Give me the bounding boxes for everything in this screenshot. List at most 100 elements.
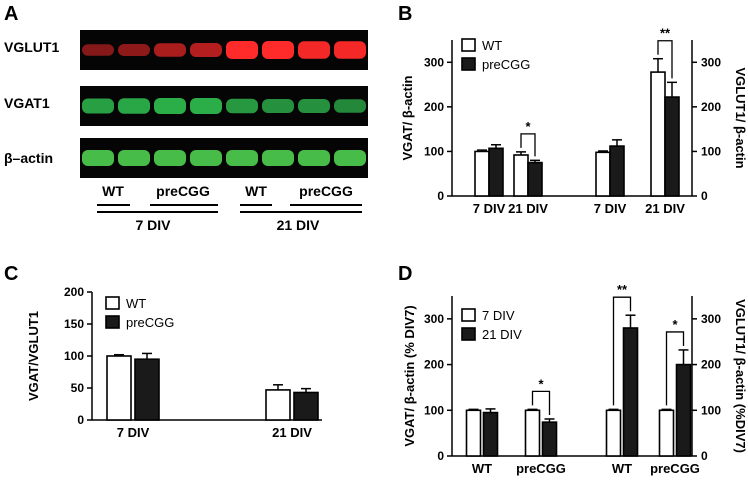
bar <box>675 363 692 457</box>
x-tick-label: 7 DIV <box>473 201 506 216</box>
blot-band <box>298 99 330 113</box>
y-tick-label: 200 <box>64 285 84 299</box>
x-tick-label: 21 DIV <box>645 201 685 216</box>
y2-tick-label: 0 <box>701 189 708 203</box>
significance-label: * <box>525 119 531 134</box>
blot-band <box>118 98 150 114</box>
blot-label-beta-actin: β–actin <box>4 150 53 166</box>
blot-band <box>226 150 258 166</box>
blot-band <box>82 98 114 114</box>
significance-bracket <box>612 296 632 406</box>
significance-bracket <box>520 133 536 157</box>
bar <box>622 327 639 457</box>
blot-label-vgat1: VGAT1 <box>4 95 50 111</box>
x-tick-label: 7 DIV <box>594 201 627 216</box>
significance-label: * <box>538 376 544 391</box>
blot-band <box>334 41 366 59</box>
y2-tick-label: 200 <box>701 358 721 372</box>
legend-swatch <box>105 315 120 329</box>
blot-band <box>334 150 366 166</box>
legend-swatch <box>461 308 476 322</box>
y-tick-label: 0 <box>437 449 444 463</box>
legend-label: preCGG <box>482 57 530 72</box>
panel-letter-a: A <box>4 3 18 25</box>
bar <box>609 145 625 197</box>
bar <box>474 150 490 197</box>
legend-label: preCGG <box>126 315 174 330</box>
legend-swatch <box>105 296 120 310</box>
group-label-7div: 7 DIV <box>135 217 171 233</box>
bar <box>524 409 541 457</box>
legend-label: 7 DIV <box>482 308 515 323</box>
chart-panel-b: 0 100 200 300 0 100 200 300 VGAT/ β-actin VGLUT1/… <box>400 26 748 216</box>
blot-band <box>298 150 330 166</box>
significance-bracket <box>665 331 685 406</box>
bar <box>134 358 160 421</box>
significance-label: ** <box>617 282 628 297</box>
y-axis-label: VGAT/ β-actin (% DIV7) <box>402 305 417 446</box>
y-tick-label: 100 <box>64 349 84 363</box>
lane-label-precgg-7div: preCGG <box>156 183 210 199</box>
y-tick-label: 200 <box>424 100 444 114</box>
y-tick-label: 100 <box>424 144 444 158</box>
panel-letter-d: D <box>398 263 412 285</box>
x-tick-label: 7 DIV <box>117 425 150 440</box>
y-tick-label: 300 <box>424 312 444 326</box>
blot-band <box>118 150 150 166</box>
bar <box>541 421 558 457</box>
blot-band <box>82 44 114 56</box>
blot-band <box>262 150 294 166</box>
legend-label: WT <box>482 38 502 53</box>
bar <box>265 389 291 421</box>
y-tick-label: 150 <box>64 317 84 331</box>
y2-tick-label: 200 <box>701 100 721 114</box>
blot-band <box>118 44 150 56</box>
bar <box>106 355 132 421</box>
panel-letter-c: C <box>4 263 18 285</box>
western-blot: VGLUT1 VGAT1 β–actin WT preCGG WT preCGG… <box>4 30 368 233</box>
bar <box>482 411 499 457</box>
group-label-21div: 21 DIV <box>277 217 320 233</box>
blot-band <box>154 98 186 114</box>
y2-tick-label: 100 <box>701 403 721 417</box>
x-tick-label: WT <box>612 461 632 476</box>
chart-panel-c: 0 50 100 150 200 VGAT/VGLUT1 7 DIV 21 DIV WT preC… <box>26 285 322 440</box>
y2-axis-label: VGLUT1/ β-actin (%DIV7) <box>733 299 748 453</box>
bar <box>465 409 482 457</box>
y2-tick-label: 0 <box>701 449 708 463</box>
significance-bracket <box>657 40 673 79</box>
legend-swatch <box>461 327 476 341</box>
x-tick-label: WT <box>472 461 492 476</box>
bar <box>650 71 666 197</box>
blot-band <box>154 150 186 166</box>
y-axis-label: VGAT/ β-actin <box>400 75 415 160</box>
bar <box>658 409 675 457</box>
chart-panel-d: 0 100 200 300 0 100 200 300 VGAT/ β-actin (% DIV… <box>402 282 748 476</box>
bar <box>527 161 543 197</box>
bar <box>293 391 319 421</box>
blot-band <box>262 41 294 59</box>
bar <box>605 409 622 457</box>
panel-letter-b: B <box>398 3 412 25</box>
blot-band <box>154 43 186 57</box>
y2-tick-label: 300 <box>701 312 721 326</box>
bar <box>513 154 529 197</box>
blot-band <box>190 150 222 166</box>
y2-axis-label: VGLUT1/ β-actin <box>733 67 748 168</box>
y-tick-label: 200 <box>424 358 444 372</box>
blot-band <box>226 41 258 59</box>
x-tick-label: preCGG <box>516 461 566 476</box>
legend-swatch <box>461 57 476 71</box>
blot-band <box>190 98 222 114</box>
lane-label-wt-7div: WT <box>102 183 124 199</box>
x-tick-label: 21 DIV <box>272 425 312 440</box>
y-tick-label: 0 <box>77 413 84 427</box>
legend-label: 21 DIV <box>482 327 522 342</box>
blot-band <box>226 98 258 114</box>
y-tick-label: 100 <box>424 403 444 417</box>
blot-band <box>262 99 294 113</box>
blot-band <box>82 150 114 166</box>
blot-band <box>298 41 330 59</box>
bar <box>595 151 611 197</box>
significance-bracket <box>531 390 551 415</box>
